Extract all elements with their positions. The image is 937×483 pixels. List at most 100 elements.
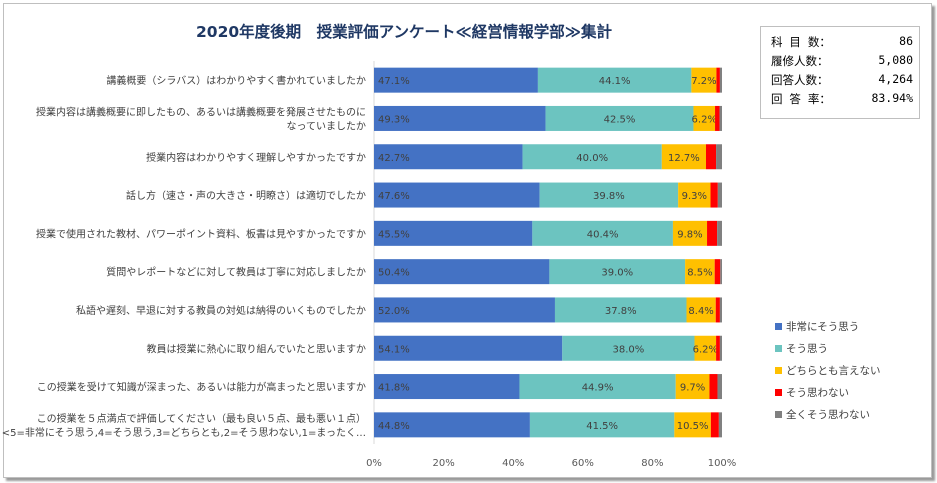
bar-segment bbox=[719, 335, 722, 361]
data-label: 50.4% bbox=[378, 268, 410, 279]
bar-segment bbox=[716, 335, 720, 361]
bar-segment bbox=[672, 220, 708, 246]
bar-segment bbox=[693, 105, 716, 131]
x-tick-label: 80% bbox=[641, 458, 663, 469]
category-label: 授業内容はわかりやすく理解しやすかったですか bbox=[146, 151, 366, 164]
category-label: 教員は授業に熱心に取り組んでいたと思いますか bbox=[147, 342, 367, 355]
x-tick-label: 60% bbox=[572, 458, 594, 469]
data-label: 10.5% bbox=[677, 421, 709, 432]
data-label: 40.0% bbox=[576, 153, 608, 164]
bar-segment bbox=[374, 374, 520, 400]
stat-label: 科 目 数： bbox=[771, 35, 831, 49]
bar-segment bbox=[715, 105, 720, 131]
bar-segment bbox=[719, 297, 722, 323]
data-label: 41.8% bbox=[378, 383, 410, 394]
data-label: 9.8% bbox=[677, 229, 702, 240]
legend-swatch bbox=[775, 323, 782, 330]
bar-segment bbox=[719, 67, 722, 93]
bar-segment bbox=[374, 144, 523, 170]
bar-segment bbox=[716, 144, 722, 170]
bar-segment bbox=[718, 412, 722, 438]
stat-label: 回 答 率： bbox=[771, 92, 831, 106]
bar-segment bbox=[675, 374, 710, 400]
bar-segment bbox=[717, 182, 722, 208]
bar-segment bbox=[374, 335, 563, 361]
data-label: 44.9% bbox=[582, 383, 614, 394]
bar-segment bbox=[522, 144, 662, 170]
bar-segment bbox=[717, 374, 722, 400]
category-label: 授業で使用された教材、パワーポイント資料、板書は見やすかったですか bbox=[36, 227, 366, 240]
category-label: 私語や遅刻、早退に対する教員の対処は納得のいくものでしたか bbox=[76, 304, 366, 317]
bar-segment bbox=[707, 220, 718, 246]
data-label: 6.2% bbox=[692, 114, 717, 125]
bar-segment bbox=[545, 105, 694, 131]
legend-swatch bbox=[775, 411, 782, 418]
data-label: 42.7% bbox=[378, 153, 410, 164]
data-label: 45.5% bbox=[378, 229, 410, 240]
data-label: 37.8% bbox=[605, 306, 637, 317]
bar-segment bbox=[374, 105, 546, 131]
bar-segment bbox=[661, 144, 706, 170]
bar-segment bbox=[539, 182, 679, 208]
bar-segment bbox=[715, 297, 720, 323]
bar-segment bbox=[374, 297, 555, 323]
data-label: 40.4% bbox=[587, 229, 619, 240]
data-label: 39.0% bbox=[601, 268, 633, 279]
data-label: 39.8% bbox=[593, 191, 625, 202]
bar-segment bbox=[705, 144, 717, 170]
category-label: この授業を受けて知識が深まった、あるいは能力が高まったと思いますか bbox=[37, 381, 366, 394]
bar-segment bbox=[719, 105, 722, 131]
bar-segment bbox=[374, 182, 540, 208]
category-label: <5=非常にそう思う,4=そう思う,3=どちらとも,2=そう思わない,1=まった… bbox=[2, 426, 366, 439]
bar-segment bbox=[694, 335, 717, 361]
legend-label: 非常にそう思う bbox=[786, 320, 859, 333]
bar-segment bbox=[678, 182, 711, 208]
bar-segment bbox=[532, 220, 673, 246]
category-label: 講義概要（シラバス）はわかりやすく書かれていましたか bbox=[106, 74, 366, 87]
stats-box: 科 目 数： 86 履修人数： 5,080 回答人数： 4,264 回 答 率： 83.… bbox=[760, 26, 920, 119]
legend-label: どちらとも言えない bbox=[786, 364, 881, 377]
legend-swatch bbox=[775, 389, 782, 396]
data-label: 9.3% bbox=[682, 191, 707, 202]
bar-segment bbox=[710, 412, 719, 438]
bar-segment bbox=[714, 259, 721, 285]
data-label: 38.0% bbox=[612, 344, 644, 355]
bar-segment bbox=[537, 67, 692, 93]
data-label: 6.2% bbox=[693, 344, 718, 355]
legend-label: 全くそう思わない bbox=[786, 408, 870, 421]
stat-value: 83.94% bbox=[871, 91, 913, 105]
chart-title: 2020年度後期 授業評価アンケート≪経営情報学部≫集計 bbox=[196, 23, 612, 41]
bar-segment bbox=[374, 67, 538, 93]
legend-label: そう思う bbox=[786, 343, 828, 355]
bar-segment bbox=[710, 182, 718, 208]
bar-segment bbox=[519, 374, 676, 400]
category-label: 話し方（速さ・声の大きさ・明瞭さ）は適切でしたか bbox=[126, 189, 366, 202]
stat-value: 4,264 bbox=[878, 72, 913, 86]
data-label: 47.1% bbox=[378, 76, 410, 87]
bar-segment bbox=[374, 220, 533, 246]
data-label: 47.6% bbox=[378, 191, 410, 202]
bar-segment bbox=[674, 412, 711, 438]
x-tick-label: 20% bbox=[432, 458, 454, 469]
data-label: 54.1% bbox=[378, 344, 410, 355]
bar-segment bbox=[374, 412, 530, 438]
category-label: 質問やレポートなどに対して教員は丁寧に対応しましたか bbox=[106, 266, 366, 279]
x-tick-label: 40% bbox=[502, 458, 524, 469]
stat-value: 86 bbox=[899, 34, 913, 48]
bar-segment bbox=[720, 259, 722, 285]
data-label: 49.3% bbox=[378, 114, 410, 125]
bar-segment bbox=[562, 335, 695, 361]
data-label: 44.8% bbox=[378, 421, 410, 432]
legend-swatch bbox=[775, 345, 782, 352]
bar-segment bbox=[529, 412, 675, 438]
bar-segment bbox=[716, 67, 720, 93]
bar-segment bbox=[374, 259, 550, 285]
data-label: 12.7% bbox=[668, 153, 700, 164]
category-label: なっていましたか bbox=[287, 120, 367, 132]
category-label: この授業を５点満点で評価してください（最も良い５点、最も悪い１点） bbox=[37, 412, 366, 425]
legend-swatch bbox=[775, 367, 782, 374]
legend-label: そう思わない bbox=[786, 387, 849, 399]
data-label: 8.5% bbox=[687, 268, 712, 279]
data-label: 41.5% bbox=[586, 421, 618, 432]
